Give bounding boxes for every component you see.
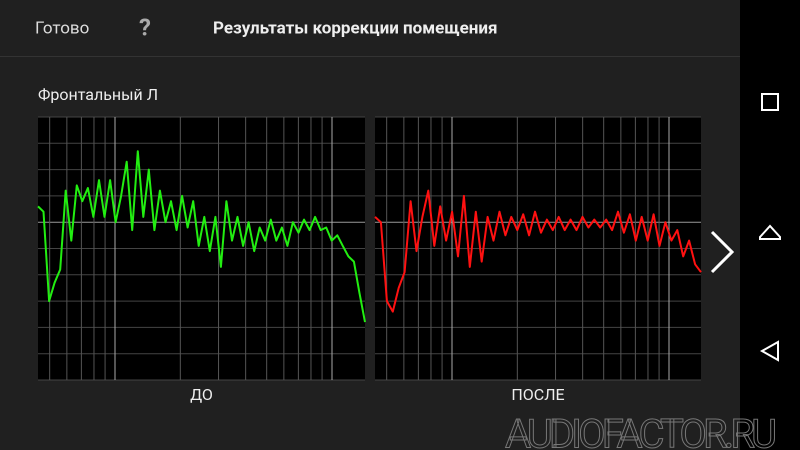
home-button[interactable] — [759, 224, 781, 240]
response-curve — [37, 150, 366, 323]
help-button[interactable]: ? — [139, 13, 151, 41]
back-button[interactable] — [759, 340, 779, 362]
divider — [0, 56, 740, 57]
chart-label: ДО — [190, 385, 213, 404]
chart-label: ПОСЛЕ — [511, 385, 564, 404]
done-button[interactable]: Готово — [35, 18, 89, 38]
recent-apps-button[interactable] — [761, 93, 779, 111]
section-title: Фронтальный Л — [38, 85, 158, 104]
screen-title: Результаты коррекции помещения — [213, 18, 498, 38]
watermark: AUDIOFACTOR.RU — [505, 411, 780, 450]
next-arrow[interactable] — [710, 230, 735, 274]
response-curve — [374, 189, 702, 313]
